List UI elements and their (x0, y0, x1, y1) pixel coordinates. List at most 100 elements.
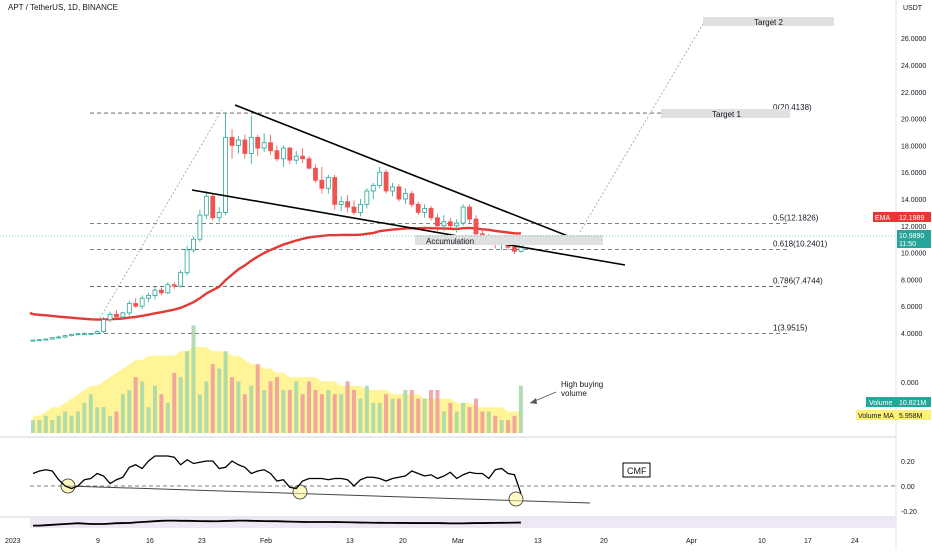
volume-bar (75, 411, 80, 433)
price-tick-label: 8.0000 (901, 277, 923, 284)
candle-body (223, 136, 229, 213)
target-2-label: Target 2 (754, 18, 783, 27)
cmf-marker-circle (292, 484, 308, 500)
drawings-layer[interactable]: Accumulation Target 1 Target 2 High buyi… (99, 17, 834, 404)
candle-body (30, 339, 36, 342)
volume-bar (95, 407, 100, 433)
volume-bar (518, 385, 523, 433)
volume-name-badge (866, 397, 897, 407)
volume-pane (31, 325, 523, 433)
volume-bar (210, 364, 215, 433)
accumulation-zone[interactable] (415, 235, 603, 245)
volume-value-badge-text: 10.821M (899, 400, 926, 407)
candle-body (338, 201, 344, 205)
candle-body (81, 333, 87, 336)
volume-bar (255, 364, 260, 433)
chart-title: APT / TetherUS, 1D, BINANCE (8, 3, 118, 12)
accumulation-label: Accumulation (426, 237, 474, 246)
candle-body (370, 185, 376, 192)
fib-diagonal[interactable] (99, 109, 223, 319)
candle-body (171, 284, 177, 287)
candle-body (287, 147, 293, 161)
candle-body (69, 333, 74, 337)
fib-level-label: 1(3.9515) (773, 324, 808, 333)
volume-bar (172, 372, 177, 433)
candle-body (152, 289, 158, 296)
volume-bar (281, 390, 286, 433)
price-tick-label: 14.0000 (901, 197, 926, 204)
candle-body (383, 171, 389, 192)
projection-line[interactable] (579, 23, 704, 233)
bottom-pane (30, 518, 896, 528)
cmf-title-box (622, 462, 651, 478)
volume-bar (454, 411, 459, 433)
volume-bar (165, 402, 170, 433)
fib-level-label: 0.618(10.2401) (773, 239, 828, 248)
volume-bar (461, 402, 466, 433)
volume-bar (448, 402, 453, 433)
candle-body (210, 195, 216, 219)
volume-bar (101, 407, 106, 433)
price-badge (897, 230, 931, 248)
candle-body (377, 171, 383, 186)
volume-bar (114, 411, 119, 433)
target-2-box[interactable] (703, 17, 834, 26)
volume-ma-name-badge (856, 410, 897, 420)
volume-bar (204, 381, 209, 433)
volume-bar (345, 381, 350, 433)
candle-body (146, 295, 151, 299)
volume-bar (364, 385, 369, 433)
candle-body (280, 147, 286, 160)
candle-body (441, 221, 447, 227)
volume-name-badge-text: Volume (869, 400, 892, 407)
time-tick-label: 20 (399, 538, 407, 545)
volume-bar (50, 420, 55, 433)
candle-body (236, 139, 241, 146)
volume-ma-value-badge-text: 5.958M (899, 413, 923, 420)
ema-line-lead (29, 311, 34, 316)
volume-bar (467, 407, 472, 433)
volume-bar (287, 390, 292, 433)
price-tick-label: 4.0000 (901, 331, 923, 338)
volume-bar (82, 402, 87, 433)
candle-body (165, 284, 171, 294)
candle-body (120, 312, 126, 318)
candle-body (158, 289, 164, 294)
candle-body (261, 142, 267, 149)
volume-bar (313, 390, 318, 433)
volume-bar (319, 394, 324, 433)
candle-body (126, 303, 132, 314)
target-1-box[interactable] (661, 109, 790, 118)
candle-body (422, 207, 428, 213)
volume-bar (352, 390, 356, 433)
volume-bar (197, 394, 202, 433)
volume-bar (69, 415, 74, 433)
high-volume-note-line1: High buying (561, 380, 603, 389)
axis-badges: EMA 12.1989 10.9890 11:50 Volume 10.821M… (856, 212, 931, 420)
volume-bar (140, 381, 145, 433)
volume-bar (300, 394, 305, 433)
candle-body (364, 190, 370, 205)
wedge-lower-trendline[interactable] (191, 189, 626, 266)
volume-bar (43, 415, 48, 433)
cmf-divergence-line[interactable] (67, 485, 591, 504)
volume-bar (493, 415, 498, 433)
volume-bar (377, 402, 382, 433)
time-tick-label: 13 (534, 538, 542, 545)
volume-bar (332, 394, 337, 433)
candle-body (460, 206, 466, 224)
candle-body (216, 211, 222, 219)
ema-value-badge-text: 12.1989 (899, 215, 924, 222)
candle-body (62, 335, 68, 338)
volume-bar (422, 398, 427, 433)
candle-body (396, 186, 402, 200)
volume-bar (499, 420, 504, 433)
time-tick-label: 20 (600, 538, 608, 545)
candle-body (49, 337, 55, 340)
wedge-upper-trendline[interactable] (234, 104, 579, 241)
fib-level-label: 0(20.4138) (773, 103, 812, 112)
candle-body (402, 193, 408, 200)
candle-body (313, 167, 318, 181)
volume-bar (56, 415, 61, 433)
volume-bar (223, 351, 228, 433)
